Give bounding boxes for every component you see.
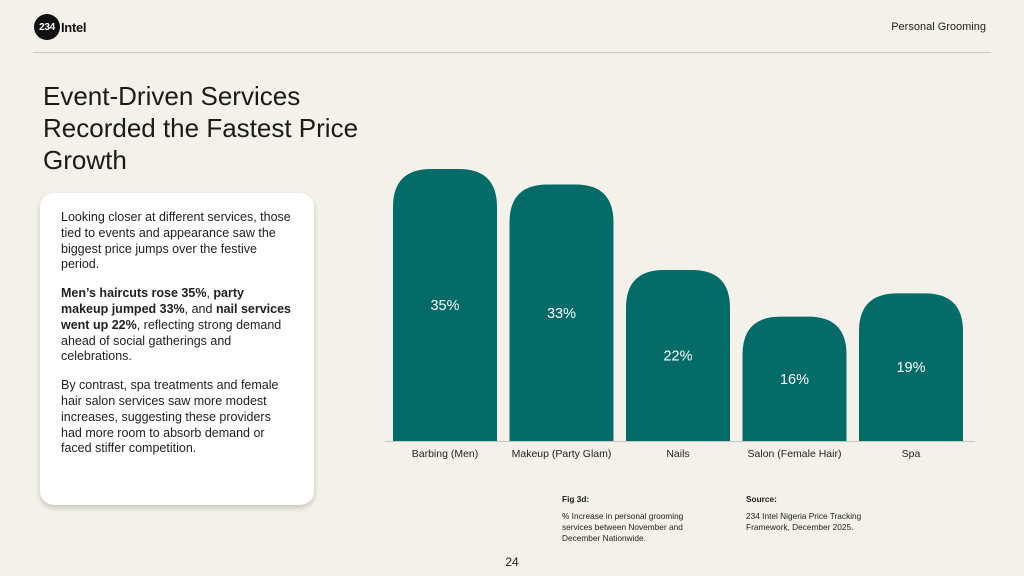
section-label: Personal Grooming bbox=[891, 21, 986, 33]
source-caption: Source: 234 Intel Nigeria Price Tracking… bbox=[746, 494, 896, 533]
bar-3 bbox=[742, 316, 847, 441]
summary-card: Looking closer at different services, th… bbox=[40, 193, 314, 505]
bar-value-label-1: 33% bbox=[547, 306, 576, 322]
price-increase-bar-chart: 35% Barbing (Men) 33% Makeup (Party Glam) 22… bbox=[385, 169, 975, 460]
logo-wordmark: Intel bbox=[61, 19, 87, 35]
summary-separator-2: , and bbox=[184, 301, 216, 316]
bar-value-label-3: 16% bbox=[780, 372, 809, 388]
summary-paragraph-1: Looking closer at different services, th… bbox=[61, 210, 291, 272]
highlight-nails: nail services went up 22% bbox=[61, 301, 291, 332]
summary-paragraph-3: By contrast, spa treatments and female h… bbox=[61, 378, 279, 456]
bar-0 bbox=[393, 169, 497, 441]
highlight-barbing: Men’s haircuts rose 35% bbox=[61, 286, 207, 301]
logo-badge: 234 bbox=[34, 14, 60, 40]
source-caption-text: 234 Intel Nigeria Price Tracking Framewo… bbox=[746, 511, 862, 532]
bar-value-label-4: 19% bbox=[896, 360, 925, 376]
page-number: 24 bbox=[505, 555, 519, 569]
page-title: Event-Driven Services Recorded the Faste… bbox=[43, 81, 359, 175]
bar-4 bbox=[859, 293, 963, 441]
bar-1 bbox=[509, 184, 614, 442]
figure-caption-heading: Fig 3d: bbox=[562, 494, 590, 504]
category-label-1: Makeup (Party Glam) bbox=[512, 448, 612, 460]
source-caption-heading: Source: bbox=[746, 494, 777, 504]
category-label-3: Salon (Female Hair) bbox=[748, 448, 842, 460]
category-label-0: Barbing (Men) bbox=[412, 448, 479, 460]
highlight-makeup: party makeup jumped 33% bbox=[61, 286, 244, 316]
summary-paragraph-2-rest: , reflecting strong demand ahead of soci… bbox=[61, 317, 282, 364]
summary-separator-1: , bbox=[206, 286, 214, 301]
header-divider bbox=[33, 52, 991, 53]
summary-paragraph-2: Men’s haircuts rose 35%, party makeup ju… bbox=[61, 286, 294, 365]
figure-caption: Fig 3d: % Increase in personal grooming … bbox=[562, 494, 712, 544]
bar-2 bbox=[626, 270, 730, 441]
bar-value-label-2: 22% bbox=[663, 349, 692, 365]
category-label-2: Nails bbox=[666, 448, 689, 460]
brand-logo: 234 Intel bbox=[34, 14, 87, 40]
category-label-4: Spa bbox=[902, 448, 921, 460]
figure-caption-text: % Increase in personal grooming services… bbox=[562, 511, 684, 543]
bar-value-label-0: 35% bbox=[430, 298, 459, 314]
